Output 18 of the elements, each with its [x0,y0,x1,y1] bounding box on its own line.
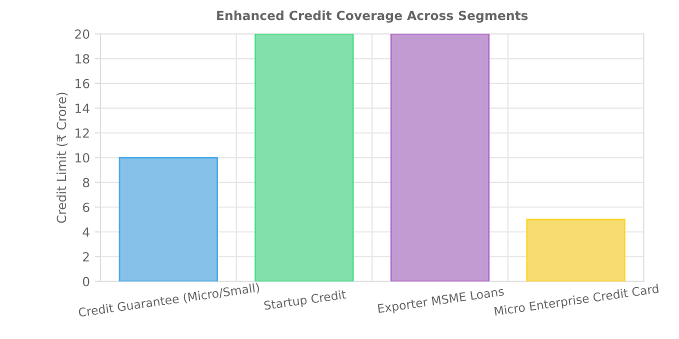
y-axis-title: Credit Limit (₹ Crore) [56,92,68,223]
y-tick-label: 10 [76,153,90,163]
x-tick-label: Startup Credit [264,290,347,312]
bar [118,156,218,282]
y-tick-label: 16 [76,78,90,88]
y-tick-label: 12 [76,128,89,138]
bar [526,218,626,282]
y-tick-label: 20 [75,29,90,39]
y-tick-label: 18 [76,54,90,64]
bar [254,34,354,282]
y-tick-label: 14 [76,104,90,113]
y-tick-label: 0 [82,276,90,286]
y-tick-label: 6 [82,202,90,212]
y-tick-label: 2 [83,252,89,262]
y-tick-label: 4 [82,228,90,237]
bar [390,34,490,282]
y-tick-label: 8 [82,178,90,188]
chart-title: Enhanced Credit Coverage Across Segments [217,10,528,23]
